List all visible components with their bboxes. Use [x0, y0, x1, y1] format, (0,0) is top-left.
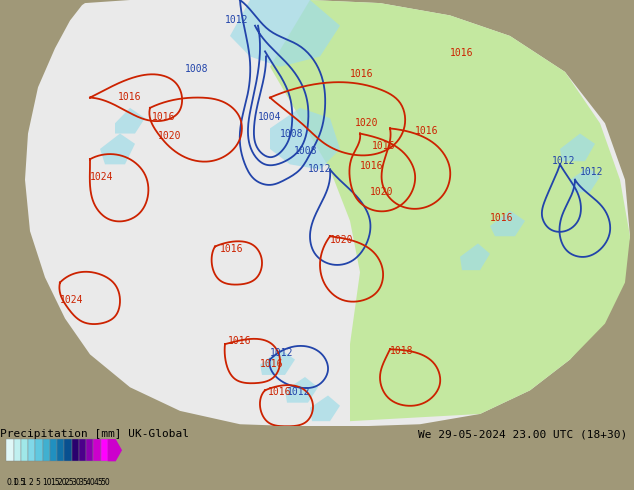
- Bar: [13, 439, 21, 462]
- Bar: [101, 439, 108, 462]
- Text: 1024: 1024: [90, 172, 113, 182]
- Text: 25: 25: [64, 478, 74, 487]
- Text: 20: 20: [57, 478, 67, 487]
- Text: 15: 15: [50, 478, 60, 487]
- Polygon shape: [560, 134, 595, 161]
- Text: 35: 35: [79, 478, 89, 487]
- Text: 1024: 1024: [60, 295, 84, 305]
- FancyArrow shape: [108, 439, 122, 462]
- Bar: [72, 439, 79, 462]
- Bar: [42, 439, 50, 462]
- Text: 1: 1: [21, 478, 25, 487]
- Text: 1020: 1020: [370, 187, 394, 197]
- Text: 1004: 1004: [258, 112, 281, 122]
- Text: 45: 45: [93, 478, 103, 487]
- Bar: [21, 439, 28, 462]
- Polygon shape: [460, 244, 490, 270]
- Polygon shape: [285, 377, 318, 403]
- Text: 1012: 1012: [270, 348, 294, 359]
- Text: 1016: 1016: [350, 69, 373, 79]
- Polygon shape: [260, 349, 295, 375]
- Bar: [93, 439, 101, 462]
- Bar: [28, 439, 36, 462]
- Bar: [36, 439, 42, 462]
- Text: 1016: 1016: [260, 359, 283, 368]
- Polygon shape: [115, 108, 145, 134]
- Text: 0.1: 0.1: [6, 478, 18, 487]
- Bar: [50, 439, 57, 462]
- Polygon shape: [270, 108, 340, 170]
- Text: 40: 40: [86, 478, 96, 487]
- Text: 1012: 1012: [552, 156, 576, 167]
- Text: 1012: 1012: [580, 167, 604, 176]
- Polygon shape: [25, 0, 630, 426]
- Text: 1016: 1016: [415, 125, 439, 136]
- Polygon shape: [310, 395, 340, 421]
- Text: 1012: 1012: [225, 15, 249, 24]
- Bar: [64, 439, 72, 462]
- Polygon shape: [230, 0, 340, 67]
- Text: 1008: 1008: [185, 64, 209, 74]
- Text: 1016: 1016: [118, 92, 141, 101]
- Bar: [86, 439, 93, 462]
- Bar: [57, 439, 64, 462]
- Text: 1020: 1020: [158, 131, 181, 141]
- Text: 1016: 1016: [228, 336, 252, 346]
- Text: Precipitation [mm] UK-Global: Precipitation [mm] UK-Global: [0, 429, 189, 440]
- Text: 0.5: 0.5: [13, 478, 26, 487]
- Polygon shape: [100, 134, 135, 164]
- Text: 30: 30: [72, 478, 81, 487]
- Text: 50: 50: [101, 478, 110, 487]
- Text: 1008: 1008: [280, 128, 304, 139]
- Text: 1016: 1016: [360, 162, 384, 172]
- Bar: [6, 439, 13, 462]
- Text: 1012: 1012: [287, 388, 311, 397]
- Text: 5: 5: [36, 478, 40, 487]
- Polygon shape: [570, 168, 600, 192]
- Text: 1008: 1008: [294, 146, 318, 156]
- Text: 1018: 1018: [390, 346, 413, 356]
- Text: 1016: 1016: [220, 244, 243, 254]
- Text: 1016: 1016: [268, 388, 292, 397]
- Text: 10: 10: [42, 478, 52, 487]
- Polygon shape: [270, 0, 630, 421]
- Text: 1020: 1020: [355, 119, 378, 128]
- Text: 1012: 1012: [308, 164, 332, 173]
- Polygon shape: [490, 211, 525, 236]
- Text: 2: 2: [28, 478, 33, 487]
- Text: 1016: 1016: [450, 49, 474, 58]
- Text: 1016: 1016: [372, 141, 396, 151]
- Text: We 29-05-2024 23.00 UTC (18+30): We 29-05-2024 23.00 UTC (18+30): [418, 429, 628, 440]
- Bar: [79, 439, 86, 462]
- Text: 1016: 1016: [152, 112, 176, 122]
- Text: 1016: 1016: [490, 213, 514, 223]
- Text: 1020: 1020: [330, 236, 354, 245]
